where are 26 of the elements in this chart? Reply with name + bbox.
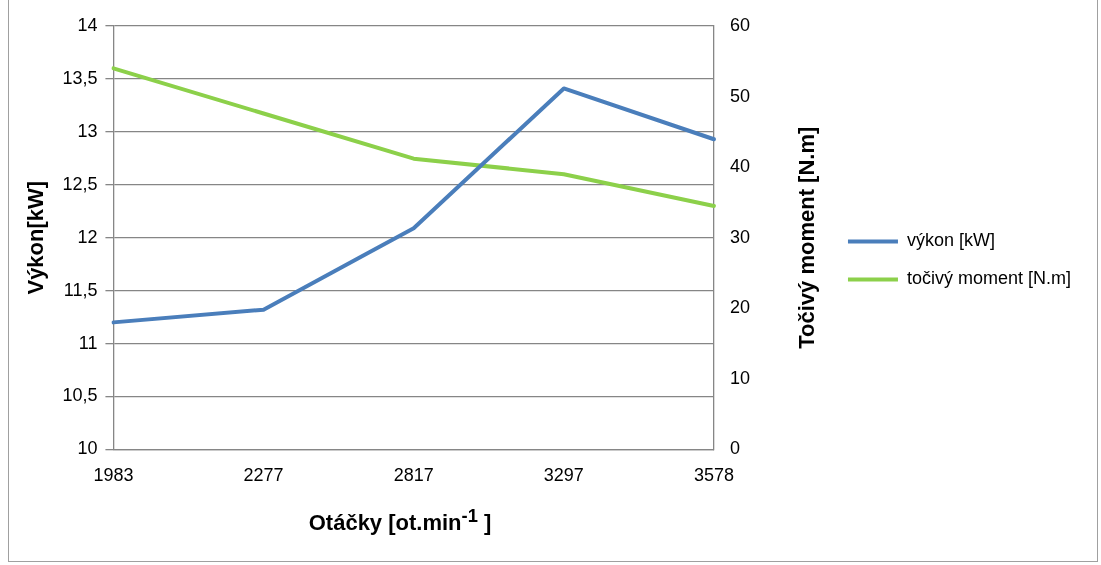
y2-tick-label: 50 bbox=[729, 85, 750, 106]
legend-label: točivý moment [N.m] bbox=[906, 268, 1071, 289]
x-tick-label: 3297 bbox=[543, 465, 584, 486]
y-tick-label: 11,5 bbox=[63, 279, 98, 300]
x-tick-label: 2817 bbox=[393, 465, 434, 486]
y2-axis-title: Točivý moment [N.m] bbox=[794, 126, 820, 349]
y2-tick-label: 10 bbox=[729, 367, 750, 388]
y-axis-title: Výkon[kW] bbox=[23, 180, 49, 295]
y-tick-label: 10,5 bbox=[62, 385, 98, 406]
legend-label: výkon [kW] bbox=[906, 230, 995, 251]
y2-tick-label: 40 bbox=[729, 156, 750, 177]
y2-tick-label: 20 bbox=[729, 297, 750, 318]
y-tick-label: 13,5 bbox=[62, 67, 98, 88]
y2-tick-label: 0 bbox=[729, 438, 740, 459]
x-tick-label: 3578 bbox=[693, 465, 734, 486]
y2-tick-label: 60 bbox=[729, 14, 750, 35]
x-tick-label: 2277 bbox=[243, 465, 284, 486]
x-axis-title: Otáčky [ot.min$^{-1}$ ] bbox=[307, 505, 493, 537]
y-tick-label: 14 bbox=[77, 14, 98, 35]
y-tick-label: 10 bbox=[77, 438, 98, 459]
y-tick-label: 13 bbox=[77, 120, 98, 141]
y2-tick-label: 30 bbox=[729, 226, 750, 247]
x-tick-label: 1983 bbox=[93, 465, 134, 486]
y-tick-label: 11 bbox=[78, 332, 98, 353]
y-tick-label: 12 bbox=[77, 226, 98, 247]
y-tick-label: 12,5 bbox=[62, 173, 98, 194]
